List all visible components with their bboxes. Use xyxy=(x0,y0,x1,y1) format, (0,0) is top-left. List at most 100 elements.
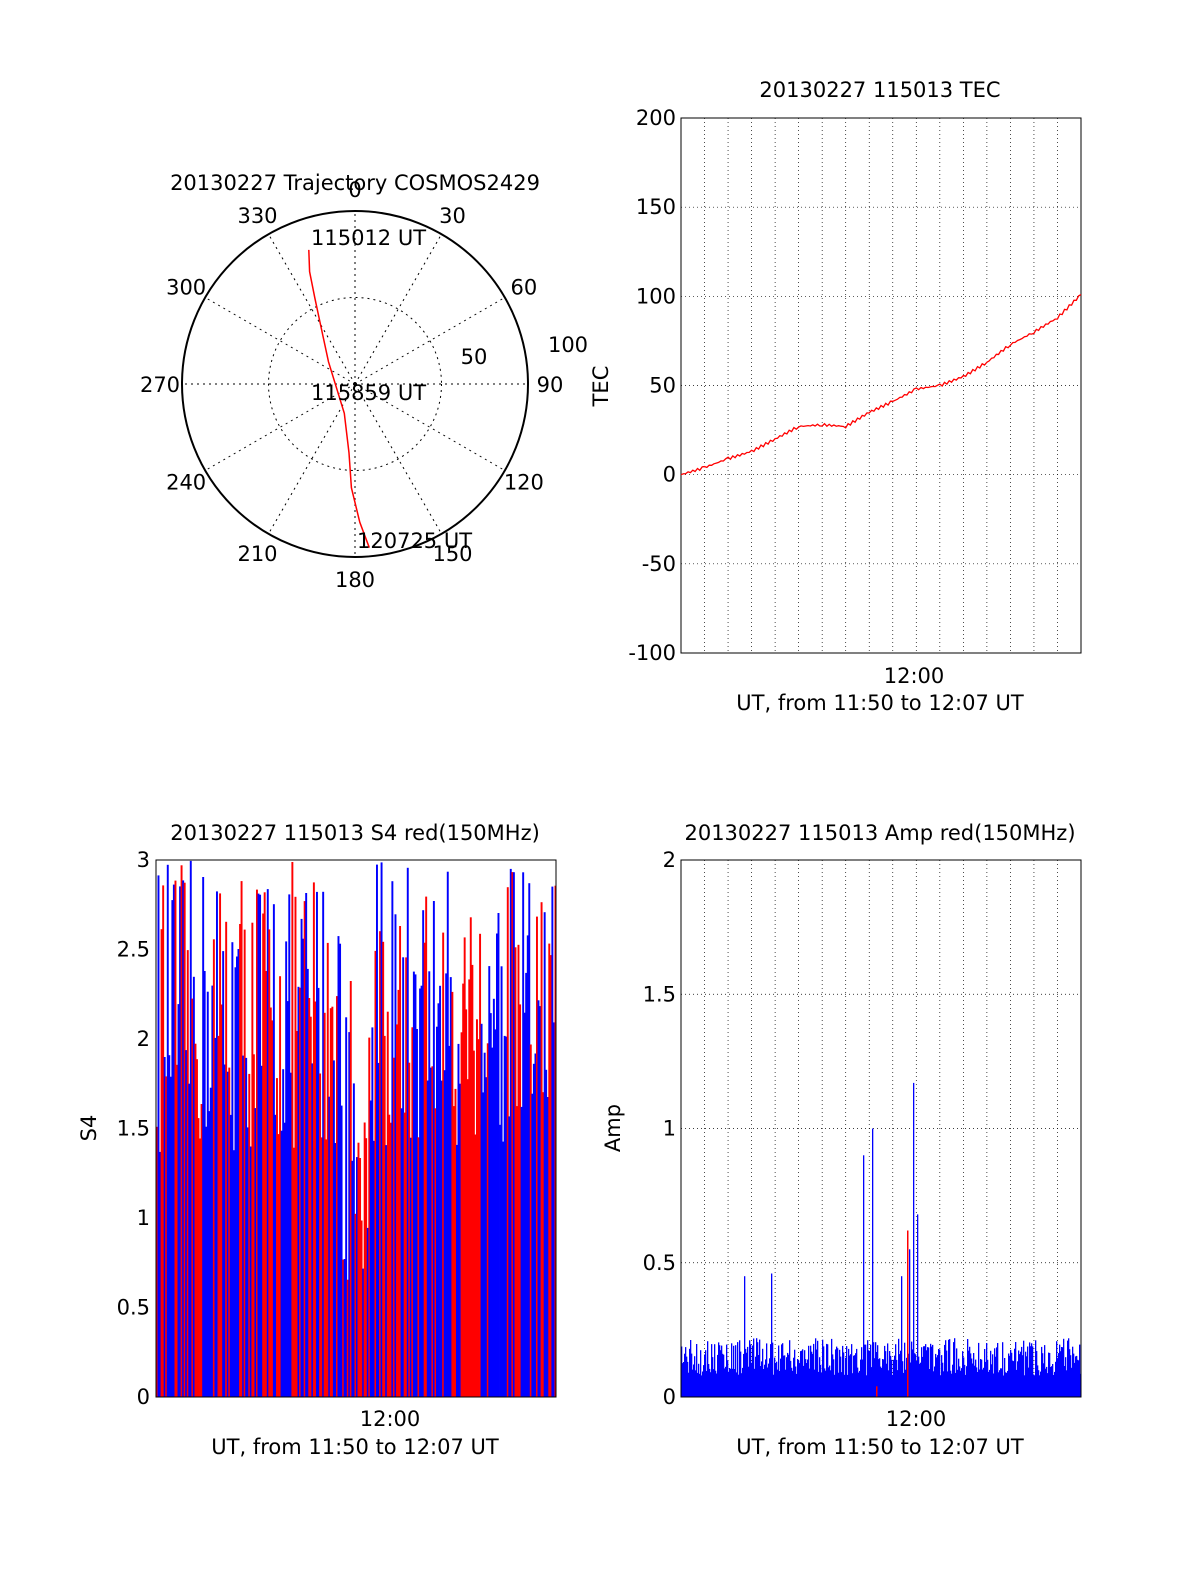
amp-bar xyxy=(885,1351,887,1397)
amp-bar xyxy=(1042,1353,1044,1397)
amp-bar xyxy=(908,1353,910,1397)
s4-bar xyxy=(468,979,471,1397)
s4-bar xyxy=(219,893,222,1397)
s4-bar xyxy=(496,933,498,1397)
s4-bar xyxy=(459,1083,462,1397)
amp-bar xyxy=(732,1368,734,1397)
polar-grid xyxy=(182,211,528,557)
amp-bar xyxy=(879,1358,881,1397)
amp-bar xyxy=(1067,1340,1069,1397)
amp-bar xyxy=(1037,1365,1039,1397)
s4-bar xyxy=(179,886,182,1397)
amp-bar xyxy=(1004,1358,1006,1397)
amp-bar xyxy=(823,1346,825,1397)
s4-bar xyxy=(548,943,551,1397)
amp-bar xyxy=(821,1372,823,1397)
amp-bar xyxy=(855,1353,857,1397)
s4-bar xyxy=(343,1259,346,1397)
amp-bar xyxy=(803,1365,805,1397)
tec-grid xyxy=(681,118,1081,653)
trajectory-line xyxy=(308,249,371,548)
amp-bar xyxy=(914,1353,916,1397)
amp-bar xyxy=(909,1249,911,1397)
s4-bar xyxy=(339,943,342,1397)
s4-bar xyxy=(288,894,291,1397)
amp-bar xyxy=(699,1373,701,1397)
s4-bar xyxy=(449,977,452,1397)
s4-bar xyxy=(552,1022,555,1397)
s4-bar xyxy=(311,1063,314,1397)
amp-bar xyxy=(981,1359,983,1397)
s4-bar xyxy=(480,1023,483,1397)
s4-bar xyxy=(174,880,177,1397)
y-axis-label: Amp xyxy=(601,1104,625,1152)
amp-bar xyxy=(746,1352,748,1397)
s4-bar xyxy=(397,989,400,1397)
amp-bar xyxy=(774,1357,776,1397)
s4-bar xyxy=(236,956,238,1397)
amp-bar-red xyxy=(876,1386,878,1397)
amp-bar xyxy=(742,1367,744,1397)
amp-bar xyxy=(689,1348,691,1397)
amp-bar xyxy=(1024,1375,1026,1397)
s4-bar xyxy=(494,1029,497,1397)
s4-bar xyxy=(523,1012,526,1397)
amp-bar xyxy=(899,1354,901,1397)
s4-bar xyxy=(549,955,552,1397)
amp-bar xyxy=(861,1347,863,1397)
amp-bar xyxy=(799,1363,801,1397)
amp-bar xyxy=(787,1352,789,1397)
s4-bar xyxy=(477,1039,480,1397)
azimuth-label: 120 xyxy=(504,471,544,495)
amp-bar xyxy=(1012,1360,1014,1397)
amp-bar xyxy=(1046,1366,1048,1397)
amp-bar xyxy=(837,1348,839,1397)
amp-bar xyxy=(998,1372,1000,1397)
azimuth-label: 180 xyxy=(335,568,375,592)
s4-bar xyxy=(543,912,546,1397)
amp-bar xyxy=(856,1348,858,1397)
amp-bar xyxy=(1011,1352,1013,1397)
s4-bar xyxy=(403,1112,406,1397)
amp-grid xyxy=(681,860,1081,1397)
amp-bar xyxy=(794,1349,796,1397)
amp-bar xyxy=(990,1350,992,1397)
s4-bar xyxy=(386,1011,389,1397)
amp-bar xyxy=(926,1350,928,1397)
amp-bar xyxy=(1015,1342,1017,1397)
s4-bar xyxy=(466,1079,469,1397)
s4-bar xyxy=(308,998,311,1397)
s4-bar xyxy=(306,968,309,1397)
s4-bar xyxy=(172,884,175,1397)
amp-bar xyxy=(964,1364,966,1397)
amp-bar xyxy=(715,1370,717,1397)
s4-bar xyxy=(383,1035,386,1397)
s4-bar xyxy=(296,1031,298,1397)
s4-bar xyxy=(382,941,385,1397)
s4-bar xyxy=(168,1055,171,1397)
amp-bar xyxy=(980,1359,982,1397)
s4-bar xyxy=(377,1062,380,1397)
polar-spoke xyxy=(354,297,506,385)
y-tick-label: 200 xyxy=(636,106,676,130)
s4-bar xyxy=(539,1006,542,1397)
s4-bar xyxy=(388,1114,391,1397)
s4-bar xyxy=(300,918,303,1397)
s4-bar xyxy=(483,1052,486,1397)
amp-bar xyxy=(1000,1368,1002,1397)
s4-bar xyxy=(176,1064,178,1397)
chart-title: 20130227 115013 S4 red(150MHz) xyxy=(170,821,540,845)
y-axis-label: TEC xyxy=(589,366,613,408)
amp-bar xyxy=(893,1359,895,1397)
s4-bar xyxy=(348,1032,351,1397)
amp-bar xyxy=(1041,1346,1043,1397)
amp-bar xyxy=(749,1340,751,1397)
amp-bar xyxy=(1063,1338,1065,1397)
s4-bar xyxy=(256,889,258,1397)
azimuth-label: 0 xyxy=(348,178,361,202)
y-tick-label: 1 xyxy=(137,1206,150,1230)
amp-bar xyxy=(1026,1356,1028,1397)
s4-bar xyxy=(282,1069,285,1397)
x-axis-label: UT, from 11:50 to 12:07 UT xyxy=(736,1435,1024,1459)
s4-bar xyxy=(389,1122,392,1397)
